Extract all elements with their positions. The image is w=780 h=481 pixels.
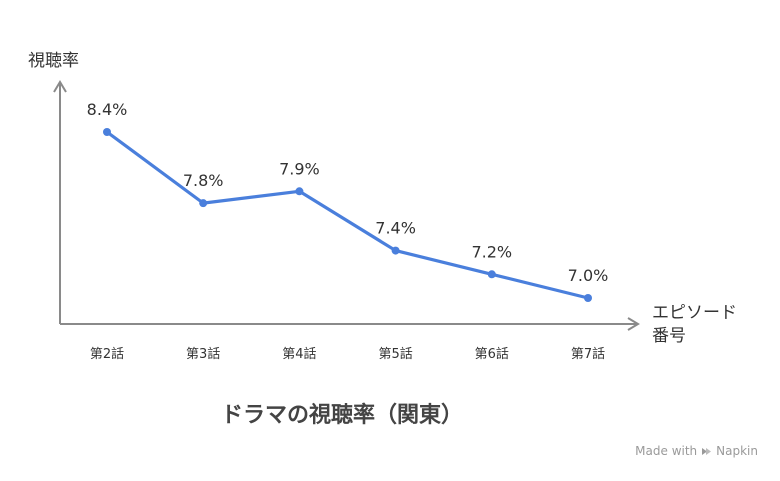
watermark-brand: Napkin (716, 444, 758, 458)
napkin-logo-icon (702, 447, 712, 455)
data-label: 7.4% (375, 219, 416, 238)
data-point (487, 270, 496, 279)
x-axis-title: エピソード 番号 (652, 303, 742, 346)
x-axis (60, 317, 640, 331)
x-tick-label: 第5話 (378, 346, 412, 362)
series-line (105, 130, 590, 300)
data-point (295, 187, 304, 196)
data-label: 7.8% (183, 171, 224, 190)
x-tick-label: 第3話 (186, 346, 220, 362)
x-tick-label: 第4話 (282, 346, 316, 362)
y-axis (53, 80, 67, 324)
series-line-group: 8.4% 7.8% 7.9% 7.4% 7.2% 7.0% (87, 100, 609, 302)
x-tick-label: 第6話 (475, 346, 509, 362)
data-point (391, 246, 400, 255)
data-point (103, 128, 111, 136)
data-point (584, 294, 592, 302)
data-point (199, 199, 208, 208)
x-tick-label: 第7話 (571, 346, 605, 362)
y-axis-title: 視聴率 (28, 51, 79, 71)
data-label: 8.4% (87, 100, 128, 119)
data-label: 7.0% (568, 266, 609, 285)
made-with-napkin-watermark: Made with Napkin (635, 444, 758, 458)
data-label: 7.9% (279, 159, 320, 178)
watermark-prefix: Made with (635, 444, 698, 458)
x-tick-labels: 第2話 第3話 第4話 第5話 第6話 第7話 (90, 346, 605, 362)
x-tick-label: 第2話 (90, 346, 124, 362)
chart-title: ドラマの視聴率（関東） (221, 402, 463, 428)
data-label: 7.2% (471, 242, 512, 261)
